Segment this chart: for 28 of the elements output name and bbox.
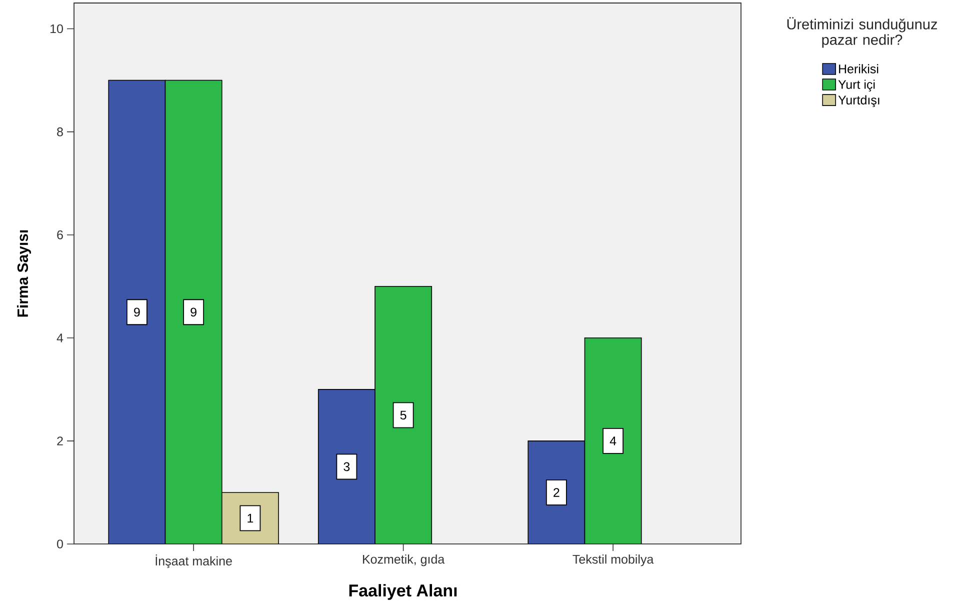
- bar: [584, 337, 642, 544]
- data-label: 9: [134, 308, 140, 317]
- data-label: 5: [400, 410, 406, 420]
- x-axis-title: Faaliyet Alanı: [349, 584, 457, 600]
- data-label: 9: [190, 308, 196, 317]
- y-axis-title: Firma Sayısı: [17, 230, 31, 317]
- bar: [318, 389, 376, 544]
- legend-label: Yurtdışı: [838, 95, 880, 108]
- legend-title: Üretiminizi sunduğunuz pazar nedir?: [787, 17, 937, 48]
- legend-label: Yurt içi: [838, 80, 875, 92]
- x-tick-label: Kozmetik, gıda: [362, 554, 445, 566]
- bar: [528, 440, 586, 544]
- y-tick-label: 8: [57, 127, 63, 136]
- x-tick-label: İnşaat makine: [156, 554, 232, 568]
- bar: [374, 286, 432, 544]
- bar: [164, 80, 222, 544]
- bar: [108, 80, 166, 544]
- y-tick-label: 10: [50, 24, 63, 34]
- y-tick-label: 0: [57, 540, 63, 548]
- y-tick-label: 2: [57, 436, 63, 446]
- legend-label: Herikisi: [839, 64, 878, 74]
- y-tick-label: 4: [56, 334, 64, 342]
- data-label: 3: [344, 462, 350, 472]
- data-label: 2: [554, 488, 560, 497]
- x-tick-label: Tekstil mobilya: [572, 554, 654, 566]
- data-label: 1: [248, 514, 254, 523]
- y-tick-label: 6: [57, 230, 63, 240]
- data-label: 4: [610, 436, 616, 446]
